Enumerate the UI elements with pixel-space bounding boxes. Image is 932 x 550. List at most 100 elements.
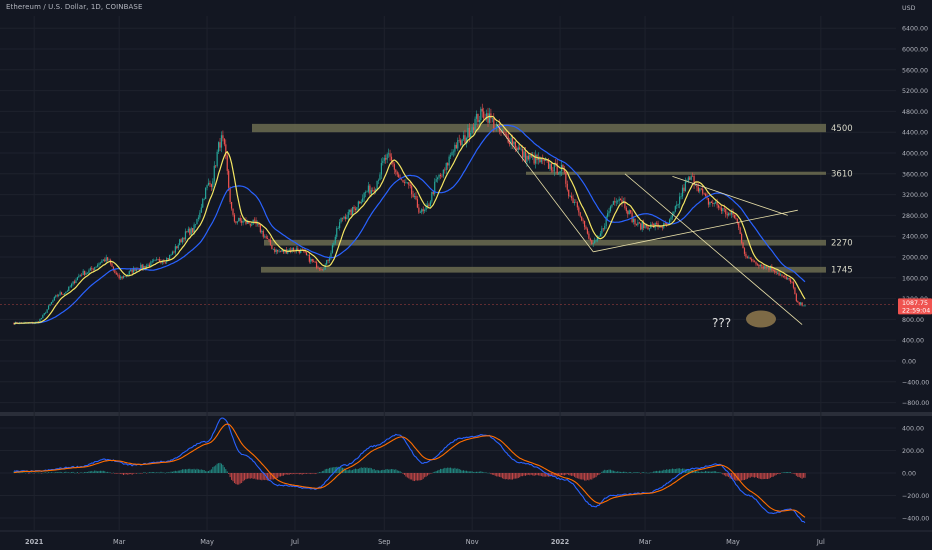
candle-body (451, 152, 453, 156)
annotation-label: ??? (712, 316, 731, 330)
candle-body (40, 318, 42, 320)
macd-histogram-bar (331, 467, 333, 473)
candle-body (76, 277, 78, 281)
candle-body (357, 201, 359, 208)
pane-separator[interactable] (0, 412, 932, 416)
macd-tick-label: −400.00 (902, 516, 929, 523)
candle-body (369, 185, 371, 194)
candle-body (614, 201, 616, 203)
macd-histogram-bar (664, 470, 666, 473)
candle-body (396, 172, 398, 175)
macd-histogram-bar (751, 473, 753, 477)
candle-body (347, 211, 349, 218)
macd-histogram-bar (65, 471, 67, 473)
macd-histogram-bar (526, 473, 528, 476)
candle-body (402, 180, 404, 183)
candle-body (768, 267, 770, 270)
ma-fast-line (13, 115, 806, 325)
macd-histogram-bar (303, 473, 305, 474)
candle-body (539, 157, 541, 163)
macd-histogram-bar (22, 472, 24, 473)
candle-body (758, 264, 760, 267)
candle-body (279, 251, 282, 253)
arrow-line-1 (496, 124, 594, 253)
candle-body (700, 188, 702, 190)
macd-histogram-bar (798, 473, 800, 478)
macd-histogram-bar (160, 471, 162, 473)
macd-histogram-bar (625, 472, 627, 473)
candle-body (386, 154, 388, 160)
x-tick-label: Mar (639, 538, 652, 546)
macd-histogram-bar (380, 470, 382, 473)
macd-histogram-bar (352, 469, 354, 473)
macd-histogram-bar (735, 473, 737, 481)
candle-body (550, 163, 553, 171)
macd-histogram-bar (340, 467, 342, 473)
candle-body (530, 154, 532, 157)
macd-histogram-bar (670, 469, 672, 473)
macd-histogram-bar (512, 473, 514, 480)
macd-histogram-bar (633, 472, 635, 473)
candle-body (624, 200, 626, 208)
candle-body (448, 156, 450, 166)
candle-body (266, 238, 269, 240)
candle-body (447, 162, 449, 166)
candle-body (621, 200, 623, 203)
candle-body (176, 246, 178, 249)
x-tick-label: 2021 (25, 538, 44, 546)
macd-histogram-bar (150, 472, 152, 473)
macd-histogram-bar (689, 470, 691, 473)
y-tick-label: 5200.00 (902, 88, 928, 95)
macd-histogram-bar (674, 468, 676, 473)
macd-histogram-bar (177, 470, 179, 473)
macd-histogram-bar (187, 468, 189, 473)
candle-body (388, 153, 390, 155)
candle-body (216, 151, 218, 167)
candle-body (739, 227, 741, 234)
macd-histogram-bar (690, 469, 692, 473)
candle-body (415, 196, 417, 200)
candle-body (363, 192, 365, 199)
macd-histogram-bar (715, 471, 717, 473)
candle-body (121, 276, 123, 279)
candle-body (268, 239, 270, 241)
candle-body (789, 279, 792, 283)
macd-histogram-bar (733, 473, 735, 480)
macd-histogram-bar (537, 473, 539, 476)
macd-histogram-bar (163, 472, 165, 473)
candle-body (101, 260, 103, 263)
candle-body (343, 216, 345, 219)
macd-histogram-bar (264, 473, 266, 481)
macd-histogram-bar (663, 469, 665, 473)
candle-body (117, 274, 119, 276)
candle-body (385, 157, 387, 160)
macd-histogram-bar (617, 471, 619, 473)
candle-body (53, 297, 55, 301)
candle-body (269, 240, 272, 246)
candle-body (605, 216, 607, 227)
candle-body (707, 198, 710, 205)
macd-histogram-bar (532, 473, 534, 476)
macd-histogram-bar (552, 473, 554, 477)
candle-body (728, 213, 730, 216)
macd-histogram-bar (800, 473, 802, 478)
macd-histogram-bar (611, 470, 613, 473)
macd-histogram-bar (546, 473, 548, 477)
candle-body (261, 230, 263, 233)
candle-body (86, 272, 89, 274)
macd-histogram-bar (33, 473, 35, 474)
macd-histogram-bar (573, 473, 575, 477)
candle-body (619, 198, 622, 201)
macd-histogram-bar (205, 471, 207, 473)
candle-body (435, 179, 437, 182)
candle-body (95, 266, 97, 268)
macd-histogram-bar (157, 472, 159, 473)
price-label-time: 22:59:04 (902, 307, 930, 314)
macd-histogram-bar (686, 468, 688, 473)
candle-body (353, 206, 355, 209)
macd-histogram-bar (442, 468, 444, 473)
macd-histogram-bar (324, 469, 326, 473)
candle-body (745, 253, 747, 257)
macd-histogram-bar (474, 471, 476, 473)
